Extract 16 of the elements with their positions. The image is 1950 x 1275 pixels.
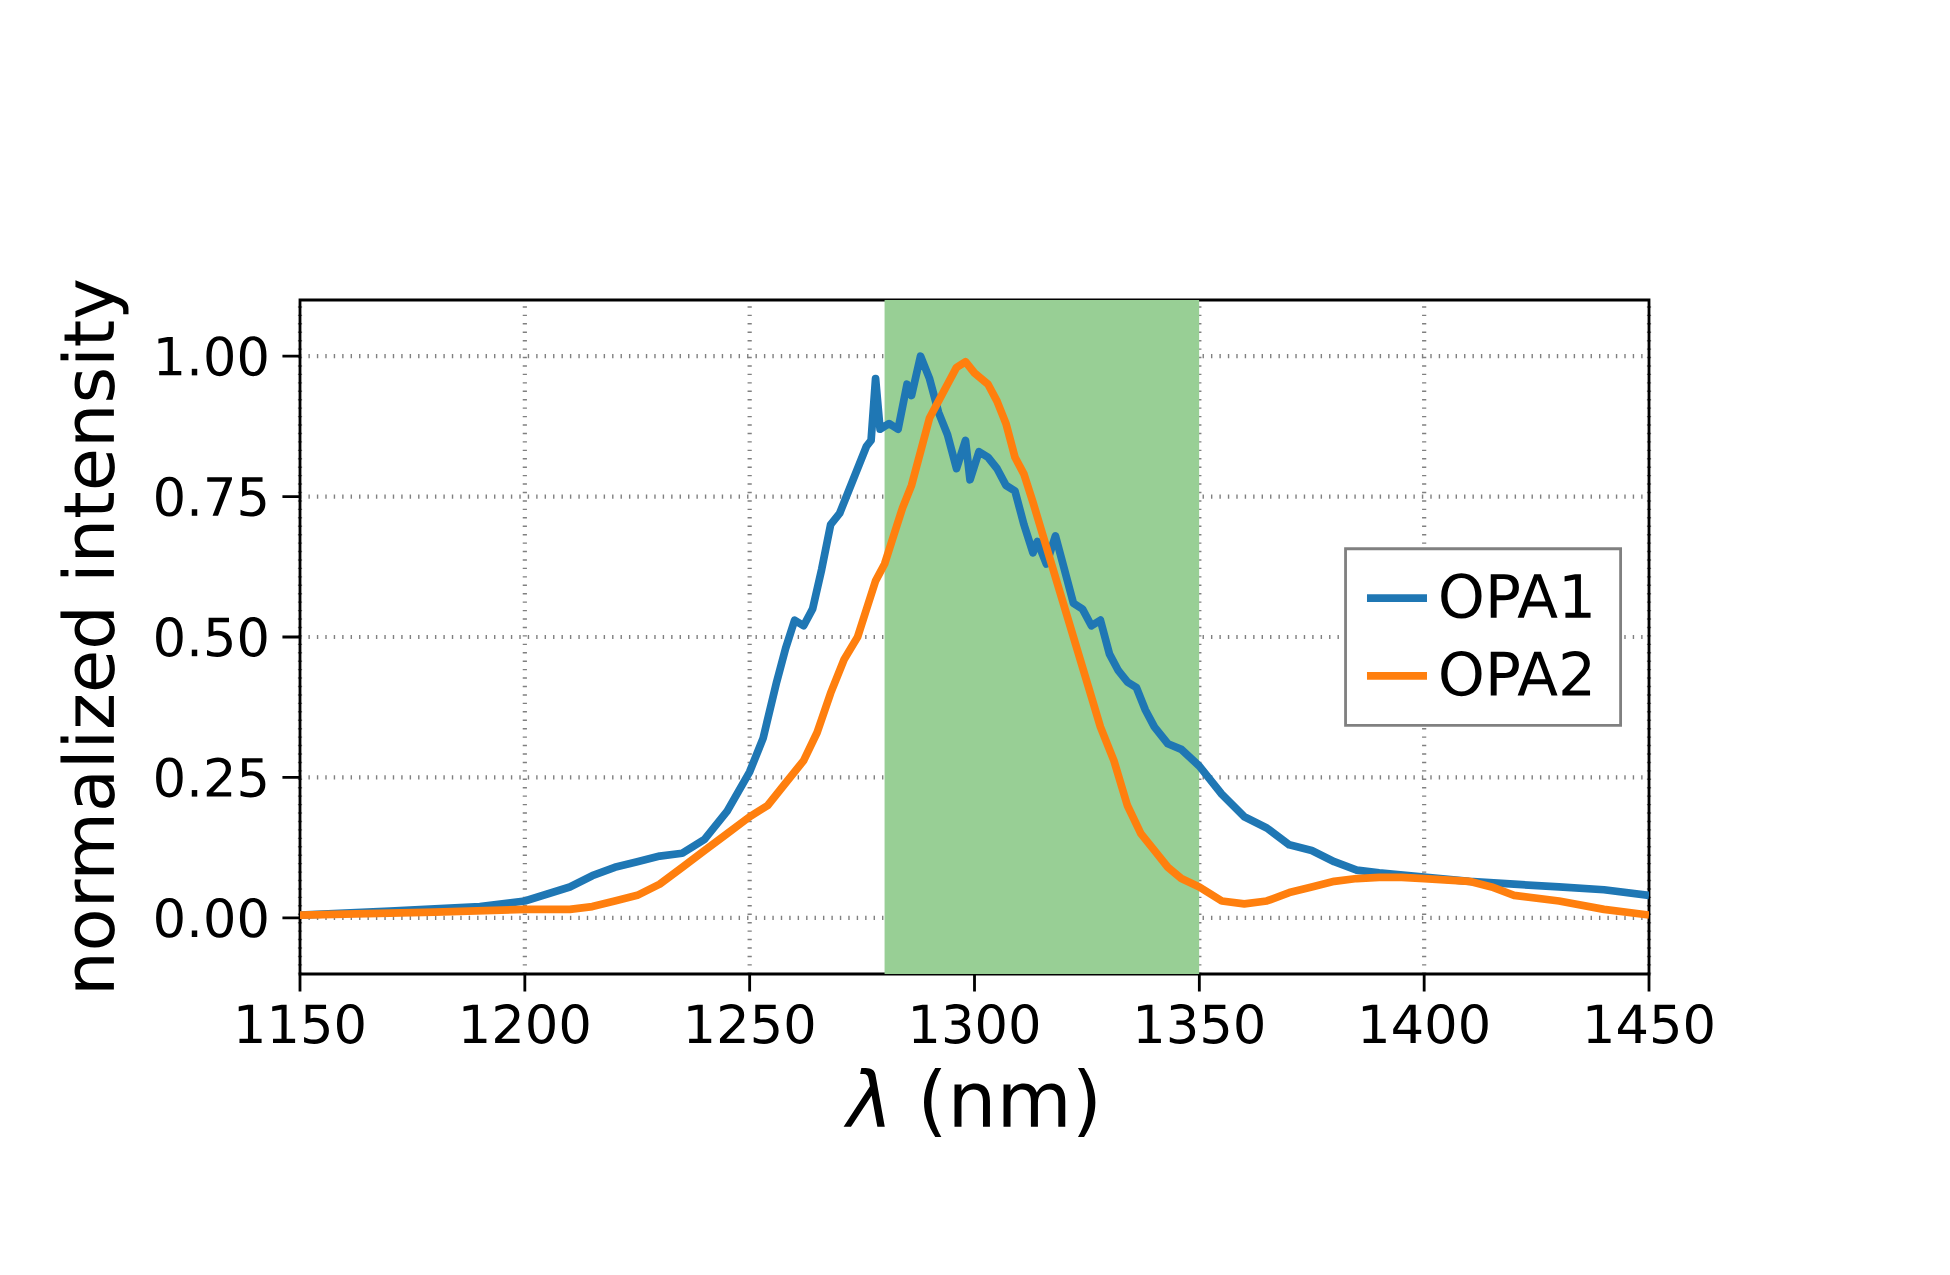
y-axis-title: normalized intensity bbox=[60, 280, 129, 990]
x-axis-title: λ (nm) bbox=[843, 1067, 1096, 1137]
y-tick-label: 1.00 bbox=[158, 336, 267, 377]
x-tick-label: 1250 bbox=[688, 1003, 814, 1044]
x-tick-label: 1350 bbox=[1138, 1003, 1263, 1044]
y-tick-label: 0.25 bbox=[156, 757, 266, 798]
x-tick-label: 1450 bbox=[1587, 1003, 1713, 1044]
legend-label: OPA1 bbox=[1441, 573, 1591, 619]
x-tick-label: 1150 bbox=[238, 1003, 364, 1044]
y-tick-label: 0.50 bbox=[156, 617, 267, 657]
x-tick-label: 1300 bbox=[913, 1003, 1039, 1044]
x-tick-label: 1200 bbox=[463, 1003, 589, 1044]
y-tick-label: 0.75 bbox=[156, 476, 266, 517]
x-tick-label: 1400 bbox=[1362, 1003, 1488, 1044]
y-tick-label: 0.00 bbox=[156, 897, 267, 938]
legend-label: OPA2 bbox=[1441, 651, 1591, 697]
